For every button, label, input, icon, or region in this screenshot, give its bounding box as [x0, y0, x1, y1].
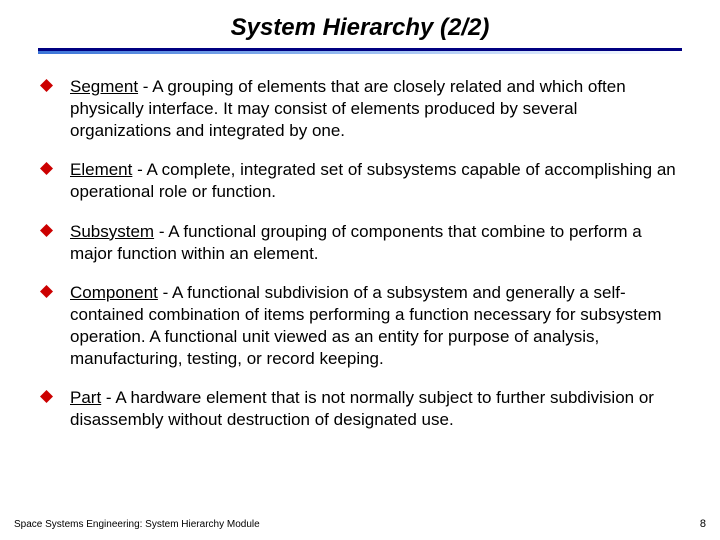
- list-item-text: Subsystem - A functional grouping of com…: [70, 221, 682, 265]
- list-item: Segment - A grouping of elements that ar…: [38, 76, 682, 141]
- list-item-text: Segment - A grouping of elements that ar…: [70, 76, 682, 141]
- underline-gradient: [38, 51, 682, 54]
- definition: - A functional subdivision of a subsyste…: [70, 283, 662, 367]
- bullet-list: Segment - A grouping of elements that ar…: [38, 76, 682, 431]
- title-underline: [38, 48, 682, 54]
- term: Subsystem: [70, 222, 154, 241]
- definition: - A grouping of elements that are closel…: [70, 77, 626, 140]
- term: Segment: [70, 77, 138, 96]
- list-item: Subsystem - A functional grouping of com…: [38, 221, 682, 265]
- diamond-bullet-icon: [38, 282, 70, 298]
- diamond-bullet-icon: [38, 76, 70, 92]
- footer-left: Space Systems Engineering: System Hierar…: [14, 519, 260, 530]
- list-item-text: Element - A complete, integrated set of …: [70, 159, 682, 203]
- footer: Space Systems Engineering: System Hierar…: [14, 518, 706, 530]
- term: Component: [70, 283, 158, 302]
- list-item: Element - A complete, integrated set of …: [38, 159, 682, 203]
- list-item-text: Part - A hardware element that is not no…: [70, 387, 682, 431]
- diamond-bullet-icon: [38, 221, 70, 237]
- term: Part: [70, 388, 101, 407]
- definition: - A functional grouping of components th…: [70, 222, 642, 263]
- list-item: Component - A functional subdivision of …: [38, 282, 682, 369]
- list-item: Part - A hardware element that is not no…: [38, 387, 682, 431]
- term: Element: [70, 160, 132, 179]
- diamond-bullet-icon: [38, 159, 70, 175]
- list-item-text: Component - A functional subdivision of …: [70, 282, 682, 369]
- diamond-bullet-icon: [38, 387, 70, 403]
- page-number: 8: [700, 518, 706, 530]
- definition: - A hardware element that is not normall…: [70, 388, 654, 429]
- slide-title: System Hierarchy (2/2): [38, 14, 682, 42]
- slide: System Hierarchy (2/2) Segment - A group…: [0, 0, 720, 540]
- definition: - A complete, integrated set of subsyste…: [70, 160, 676, 201]
